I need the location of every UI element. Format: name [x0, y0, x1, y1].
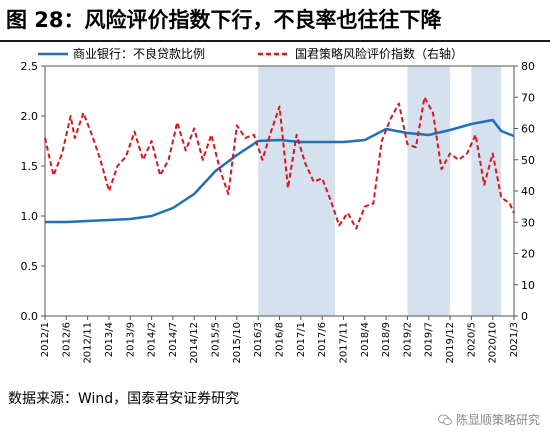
y-right-tick-label: 70 — [521, 91, 535, 104]
x-tick-label: 2013/9 — [125, 322, 136, 357]
y-left-tick-label: 0.5 — [21, 260, 39, 273]
series-line-risk-index — [44, 96, 515, 230]
x-tick-label: 2017/6 — [317, 322, 328, 357]
shaded-region-1 — [258, 66, 335, 316]
y-right-tick-label: 80 — [521, 60, 535, 73]
x-tick-label: 2021/3 — [509, 322, 520, 357]
x-tick-label: 2019/12 — [445, 322, 456, 364]
y-left-tick-label: 2.0 — [21, 110, 39, 123]
y-right-tick-label: 30 — [521, 216, 535, 229]
x-tick-label: 2012/6 — [61, 322, 72, 357]
x-tick-label: 2019/7 — [424, 322, 435, 357]
y-right-tick-label: 60 — [521, 123, 535, 136]
y-left-tick-label: 1.0 — [21, 210, 39, 223]
legend-label-risk-index: 国君策略风险评价指数（右轴） — [295, 46, 463, 61]
watermark: 陈显顺策略研究 — [437, 411, 540, 428]
x-tick-label: 2016/3 — [253, 322, 264, 357]
y-right-tick-label: 40 — [521, 185, 535, 198]
legend: 商业银行：不良贷款比例 国君策略风险评价指数（右轴） — [38, 46, 463, 61]
x-tick-label: 2013/4 — [104, 322, 115, 357]
x-tick-label: 2017/11 — [338, 322, 349, 364]
risk-index-npl-chart: 0.0 0.5 1.0 1.5 2.0 2.5 0 10 20 30 40 50 60 70 80 2012/… — [21, 46, 536, 364]
y-right-tick-label: 50 — [521, 154, 535, 167]
y-right-tick-label: 0 — [521, 310, 528, 323]
series-lines — [44, 96, 515, 230]
x-tick-label: 2020/5 — [466, 322, 477, 357]
x-tick-label: 2017/1 — [296, 322, 307, 357]
axes: 0.0 0.5 1.0 1.5 2.0 2.5 0 10 20 30 40 50 60 70 80 2012/… — [21, 60, 536, 364]
y-left-tick-label: 0.0 — [21, 310, 39, 323]
x-tick-label: 2016/8 — [275, 322, 286, 357]
chart-title: 图 28：风险评价指数下行，不良率也往往下降 — [6, 8, 442, 32]
x-tick-label: 2014/2 — [147, 322, 158, 357]
shaded-region-2 — [407, 66, 451, 316]
x-tick-label: 2014/7 — [168, 322, 179, 357]
shaded-regions — [258, 66, 502, 316]
x-tick-label: 2018/9 — [381, 322, 392, 357]
x-tick-label: 2020/10 — [488, 322, 499, 364]
x-tick-label: 2014/12 — [189, 322, 200, 364]
y-left-tick-label: 1.5 — [21, 160, 39, 173]
watermark-text: 陈显顺策略研究 — [455, 413, 540, 427]
y-right-tick-label: 20 — [521, 248, 535, 261]
y-left-tick-label: 2.5 — [21, 60, 39, 73]
y-right-tick-label: 10 — [521, 279, 535, 292]
source-note: 数据来源：Wind，国泰君安证券研究 — [8, 391, 240, 407]
x-tick-label: 2015/5 — [211, 322, 222, 357]
x-tick-label: 2018/4 — [360, 322, 371, 357]
x-tick-label: 2012/1 — [40, 322, 51, 357]
shaded-region-3 — [471, 66, 502, 316]
x-tick-label: 2012/11 — [83, 322, 94, 364]
x-tick-label: 2019/2 — [402, 322, 413, 357]
title-divider — [0, 40, 550, 42]
wechat-icon — [437, 414, 452, 426]
legend-label-npl-ratio: 商业银行：不良贷款比例 — [73, 46, 205, 61]
series-line-npl-ratio — [45, 118, 515, 224]
x-tick-label: 2015/10 — [232, 322, 243, 364]
